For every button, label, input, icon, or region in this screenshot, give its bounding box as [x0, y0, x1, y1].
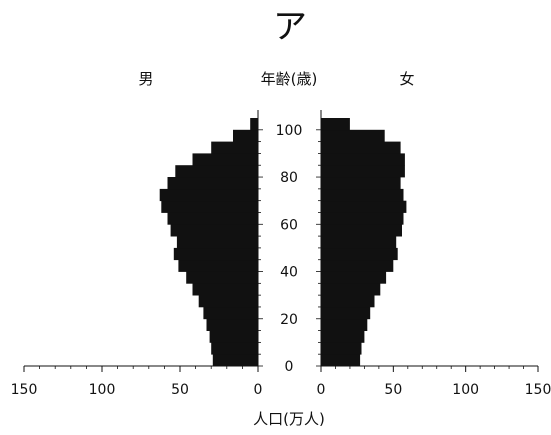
male-bar-age-20 — [203, 307, 258, 319]
female-bar-age-15 — [321, 319, 367, 331]
male-bar-age-80 — [175, 165, 258, 177]
female-bar-age-95 — [321, 130, 385, 142]
male-group-label: 男 — [138, 70, 153, 88]
female-bar-age-60 — [321, 213, 404, 225]
male-x-tick-label: 0 — [254, 382, 263, 398]
female-bar-age-100 — [321, 118, 350, 130]
female-bar-age-5 — [321, 342, 362, 354]
female-bar-age-65 — [321, 201, 406, 213]
age-tick-label: 40 — [280, 265, 298, 281]
chart-title: ア — [273, 7, 307, 47]
female-group-label: 女 — [399, 70, 414, 88]
male-bar-age-50 — [177, 236, 258, 248]
female-bar-age-70 — [321, 189, 404, 201]
male-bar-age-40 — [178, 260, 258, 272]
age-tick-label: 0 — [285, 359, 294, 375]
male-bar-age-65 — [161, 201, 258, 213]
male-bar-age-55 — [171, 224, 258, 236]
age-tick-label: 60 — [280, 217, 298, 233]
male-bar-age-45 — [174, 248, 258, 260]
female-bar-age-35 — [321, 272, 386, 284]
female-bar-age-30 — [321, 283, 380, 295]
female-bar-age-90 — [321, 142, 401, 154]
male-bar-age-60 — [168, 213, 259, 225]
x-axis-title: 人口(万人) — [253, 410, 325, 428]
age-axis-label: 年齢(歳) — [261, 70, 318, 88]
male-bar-age-15 — [207, 319, 259, 331]
age-tick-label: 100 — [276, 123, 303, 139]
female-bar-age-40 — [321, 260, 393, 272]
male-bar-age-85 — [193, 153, 259, 165]
male-bar-age-90 — [211, 142, 258, 154]
male-bar-age-25 — [199, 295, 258, 307]
male-bar-age-70 — [160, 189, 258, 201]
male-x-tick-label: 100 — [89, 382, 116, 398]
female-x-tick-label: 0 — [317, 382, 326, 398]
age-tick-label: 80 — [280, 170, 298, 186]
male-bar-age-0 — [213, 354, 258, 366]
female-x-tick-label: 150 — [525, 382, 551, 398]
male-bar-age-5 — [211, 342, 258, 354]
female-bar-age-20 — [321, 307, 370, 319]
female-bar-age-10 — [321, 331, 364, 343]
male-x-tick-label: 150 — [11, 382, 38, 398]
female-bar-age-55 — [321, 224, 402, 236]
female-bar-age-45 — [321, 248, 398, 260]
male-x-tick-label: 50 — [171, 382, 189, 398]
female-bar-age-50 — [321, 236, 396, 248]
age-tick-label: 20 — [280, 312, 298, 328]
male-bar-age-30 — [193, 283, 259, 295]
male-bar-age-95 — [233, 130, 258, 142]
female-x-tick-label: 100 — [452, 382, 479, 398]
female-bar-age-85 — [321, 153, 405, 165]
female-x-tick-label: 50 — [384, 382, 402, 398]
male-bar-age-100 — [250, 118, 258, 130]
plot-area: 150 100 50 0 0 50 100 150 0 20 40 60 80 100 — [11, 110, 551, 398]
female-bar-age-0 — [321, 354, 360, 366]
male-bar-age-35 — [186, 272, 258, 284]
female-bar-age-25 — [321, 295, 375, 307]
male-bar-age-10 — [210, 331, 258, 343]
male-bar-age-75 — [168, 177, 259, 189]
female-bar-age-75 — [321, 177, 401, 189]
female-bar-age-80 — [321, 165, 405, 177]
